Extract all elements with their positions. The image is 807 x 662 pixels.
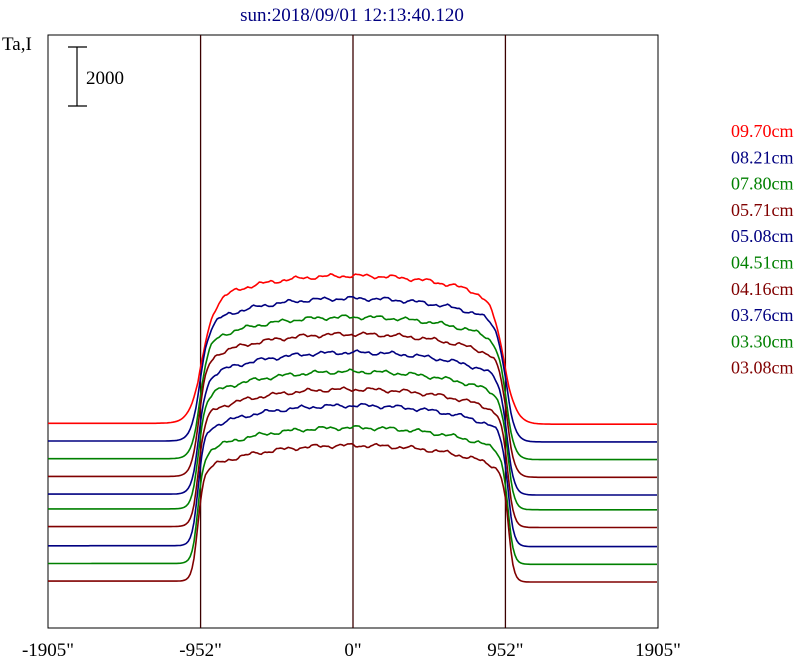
legend-entry-1: 08.21cm bbox=[731, 147, 794, 167]
series-line-03-08cm bbox=[48, 442, 657, 583]
x-tick-label-1: -952" bbox=[179, 640, 222, 661]
legend: 09.70cm 08.21cm 07.80cm 05.71cm 05.08cm 04.51… bbox=[731, 121, 794, 378]
x-tick-label-3: 952" bbox=[487, 640, 523, 661]
series-line-09-70cm bbox=[48, 273, 657, 426]
series-line-03-30cm bbox=[48, 424, 657, 566]
series-line-04-51cm bbox=[48, 368, 657, 511]
series-layer bbox=[48, 273, 657, 583]
series-line-04-16cm bbox=[48, 386, 657, 529]
legend-entry-7: 03.76cm bbox=[731, 305, 794, 325]
x-tick-labels: -1905" -952" 0" 952" 1905" bbox=[22, 640, 681, 661]
legend-entry-0: 09.70cm bbox=[731, 121, 794, 141]
series-line-05-08cm bbox=[48, 349, 657, 496]
legend-entry-4: 05.08cm bbox=[731, 226, 794, 246]
legend-entry-2: 07.80cm bbox=[731, 174, 794, 194]
legend-entry-9: 03.08cm bbox=[731, 358, 794, 378]
scale-bar: 2000 bbox=[68, 46, 124, 107]
y-axis-label: Ta,I bbox=[2, 34, 32, 55]
series-line-07-80cm bbox=[48, 314, 657, 461]
series-line-03-76cm bbox=[48, 402, 657, 548]
legend-entry-3: 05.71cm bbox=[731, 200, 794, 220]
legend-entry-6: 04.16cm bbox=[731, 279, 794, 299]
x-tick-label-4: 1905" bbox=[635, 640, 681, 661]
scale-bar-label: 2000 bbox=[86, 68, 124, 89]
vertical-reference-lines bbox=[199, 35, 507, 628]
x-tick-label-2: 0" bbox=[344, 640, 361, 661]
series-line-05-71cm bbox=[48, 331, 657, 479]
series-line-08-21cm bbox=[48, 295, 657, 443]
legend-entry-8: 03.30cm bbox=[731, 331, 794, 351]
x-tick-label-0: -1905" bbox=[22, 640, 74, 661]
legend-entry-5: 04.51cm bbox=[731, 253, 794, 273]
chart-title: sun:2018/09/01 12:13:40.120 bbox=[240, 5, 464, 26]
